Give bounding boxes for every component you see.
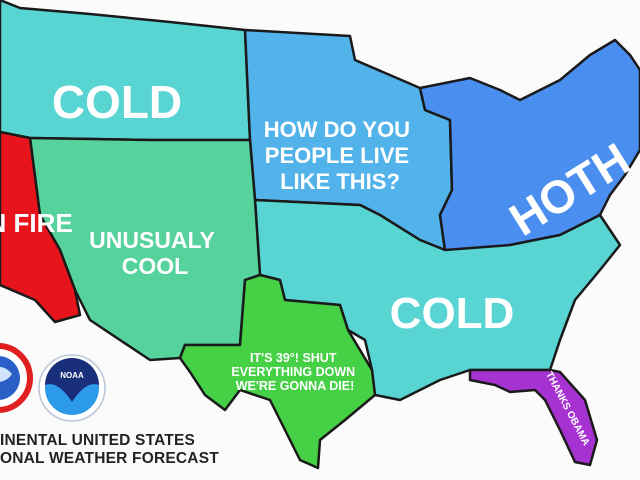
region-florida [468,368,599,467]
label-southwest: UNUSUALY COOL [89,227,221,279]
label-south: COLD [390,289,515,338]
nws-logo [0,343,33,413]
label-california: ON FIRE [0,208,73,238]
label-texas: IT'S 39°! SHUT EVERYTHING DOWN WE'RE GON… [231,351,358,393]
label-midwest-line: HOW DO YOU [264,117,410,142]
label-texas-line: EVERYTHING DOWN [231,365,355,379]
label-midwest: HOW DO YOU PEOPLE LIVE LIKE THIS? [264,117,416,194]
noaa-logo-text: NOAA [60,371,84,380]
footer-line-2: ONAL WEATHER FORECAST [0,450,219,467]
label-texas-line: IT'S 39°! SHUT [250,351,337,365]
label-midwest-line: PEOPLE LIVE [265,143,409,168]
region-northeast [418,38,640,252]
noaa-logo: NOAA [38,354,106,422]
label-midwest-line: LIKE THIS? [280,169,400,194]
region-california [0,130,82,324]
label-texas-line: WE'RE GONNA DIE! [236,379,354,393]
label-northwest: COLD [52,76,182,128]
label-southwest-line: UNUSUALY [89,227,214,253]
label-southwest-line: COOL [122,253,188,279]
region-texas [178,273,377,470]
footer-line-1: INENTAL UNITED STATES [0,432,196,449]
